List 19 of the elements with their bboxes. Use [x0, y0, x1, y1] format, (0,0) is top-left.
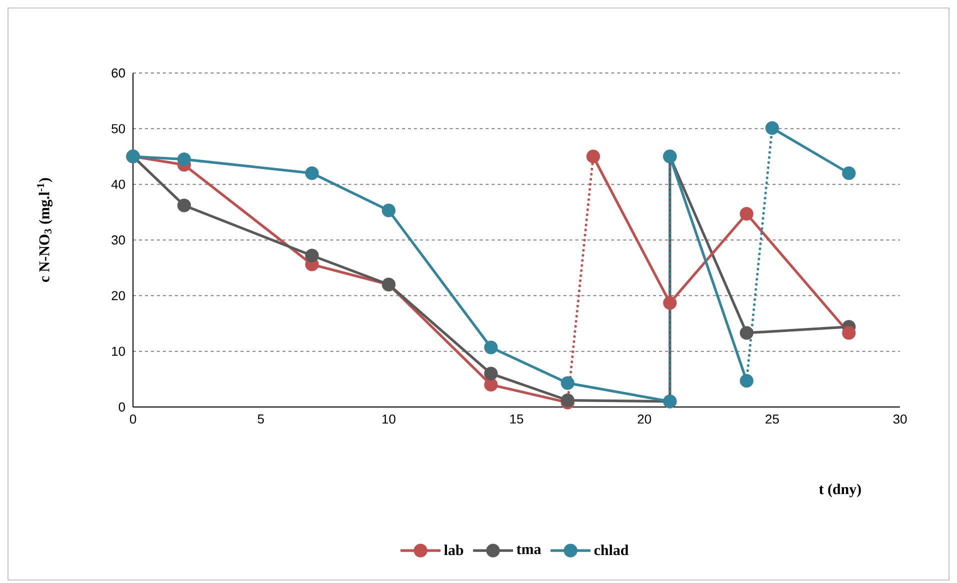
x-tick-label: 30: [893, 414, 907, 424]
x-tick-label: 15: [510, 414, 524, 424]
x-tick-label: 20: [638, 414, 652, 424]
x-axis-title: t (dny): [819, 484, 861, 498]
y-axis-title: c N-NO$_{3}$ (mg.l$^{-1}$): [37, 178, 53, 282]
legend-label: chlad: [594, 544, 629, 556]
y-tick-label: 20: [112, 291, 125, 300]
y-tick-label: 0: [118, 402, 125, 412]
y-tick-label: 10: [112, 346, 125, 356]
y-tick-label: 30: [112, 235, 125, 245]
y-tick-label: 50: [112, 124, 125, 134]
x-tick-label: 10: [382, 414, 396, 424]
y-tick-label: 40: [111, 180, 125, 189]
x-tick-label: 25: [766, 414, 779, 424]
x-tick-label: 0: [130, 414, 136, 424]
legend-label: tma: [516, 546, 542, 554]
legend-label: lab: [444, 544, 464, 556]
y-tick-label: 60: [112, 68, 125, 78]
x-tick-label: 5: [258, 414, 264, 424]
